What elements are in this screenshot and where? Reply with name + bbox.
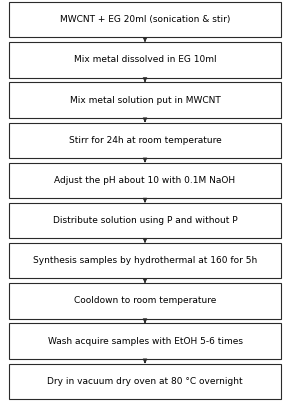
Bar	[9, 243, 281, 278]
Bar	[9, 2, 281, 37]
Text: MWCNT + EG 20ml (sonication & stir): MWCNT + EG 20ml (sonication & stir)	[60, 15, 230, 24]
Bar	[9, 123, 281, 158]
Text: Wash acquire samples with EtOH 5-6 times: Wash acquire samples with EtOH 5-6 times	[48, 336, 242, 346]
Bar	[9, 324, 281, 359]
Text: Distribute solution using P and without P: Distribute solution using P and without …	[53, 216, 237, 225]
Bar	[9, 283, 281, 319]
Text: Stirr for 24h at room temperature: Stirr for 24h at room temperature	[69, 136, 221, 145]
Text: Adjust the pH about 10 with 0.1M NaOH: Adjust the pH about 10 with 0.1M NaOH	[55, 176, 235, 185]
Bar	[9, 203, 281, 238]
Bar	[9, 163, 281, 198]
Text: Mix metal solution put in MWCNT: Mix metal solution put in MWCNT	[70, 95, 220, 105]
Bar	[9, 42, 281, 77]
Bar	[9, 82, 281, 118]
Text: Dry in vacuum dry oven at 80 °C overnight: Dry in vacuum dry oven at 80 °C overnigh…	[47, 377, 243, 386]
Text: Mix metal dissolved in EG 10ml: Mix metal dissolved in EG 10ml	[74, 55, 216, 65]
Text: Cooldown to room temperature: Cooldown to room temperature	[74, 296, 216, 306]
Bar	[9, 364, 281, 399]
Text: Synthesis samples by hydrothermal at 160 for 5h: Synthesis samples by hydrothermal at 160…	[33, 256, 257, 265]
